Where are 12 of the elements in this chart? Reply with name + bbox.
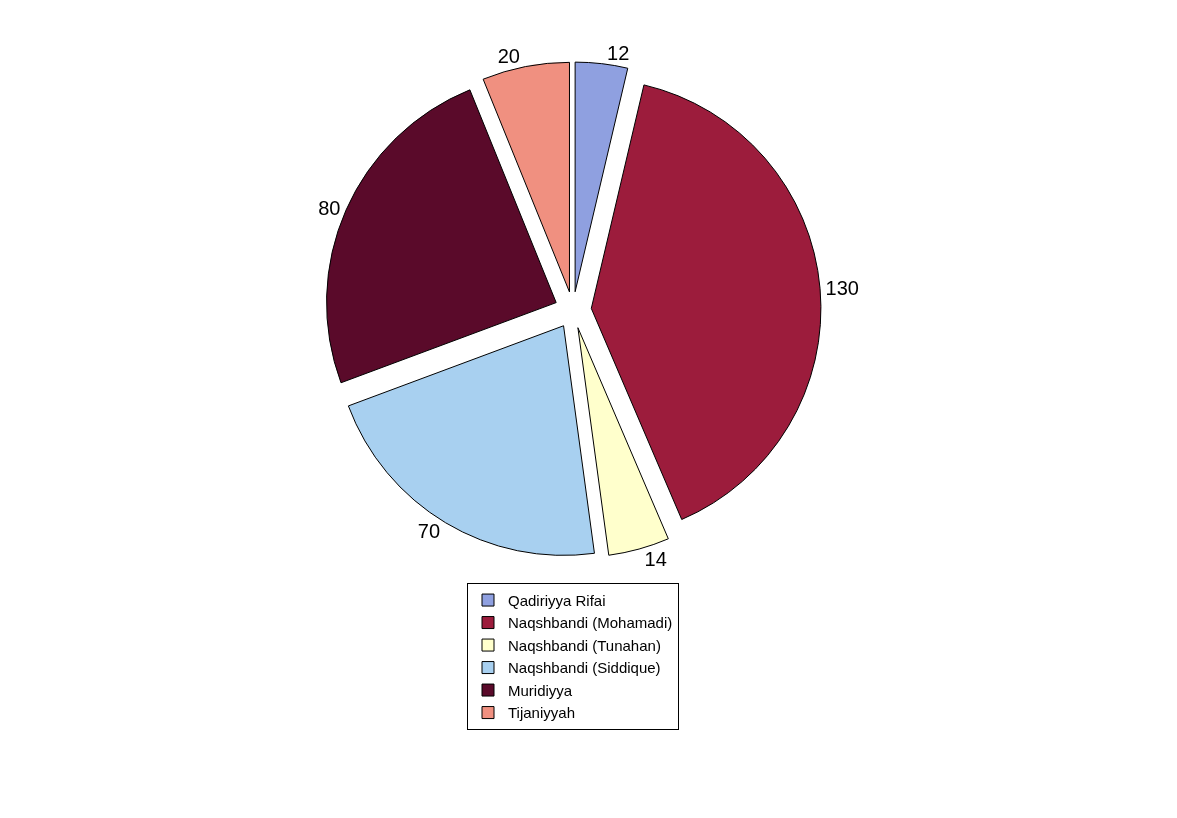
data-label: 14 [644, 548, 667, 571]
data-label: 20 [497, 45, 520, 67]
legend-label: Muridiyya [508, 681, 573, 699]
data-label: 130 [825, 277, 859, 300]
legend-label: Naqshbandi (Mohamadi) [508, 614, 673, 632]
legend-label: Qadiriyya Rifai [508, 591, 606, 609]
data-label: 12 [607, 41, 630, 64]
legend-label: Tijaniyyah [508, 704, 575, 722]
data-label: 70 [417, 519, 441, 542]
data-label: 80 [318, 197, 341, 220]
legend-label: Naqshbandi (Siddique) [508, 659, 661, 677]
legend-label: Naqshbandi (Tunahan) [508, 636, 661, 654]
